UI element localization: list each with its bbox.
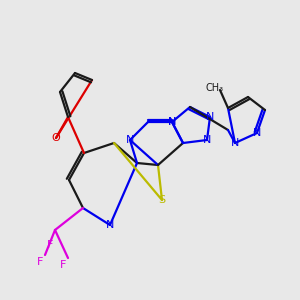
Text: F: F <box>37 257 43 267</box>
Text: CH₃: CH₃ <box>206 83 224 93</box>
Text: F: F <box>60 260 66 270</box>
Text: N: N <box>206 112 214 122</box>
Text: F: F <box>47 240 53 250</box>
Text: N: N <box>231 138 239 148</box>
Text: N: N <box>168 117 176 127</box>
Text: S: S <box>158 195 166 205</box>
Text: N: N <box>106 220 114 230</box>
Text: N: N <box>203 135 211 145</box>
Text: N: N <box>253 128 261 138</box>
Text: O: O <box>52 133 60 143</box>
Text: N: N <box>126 135 134 145</box>
Text: N: N <box>168 117 176 127</box>
